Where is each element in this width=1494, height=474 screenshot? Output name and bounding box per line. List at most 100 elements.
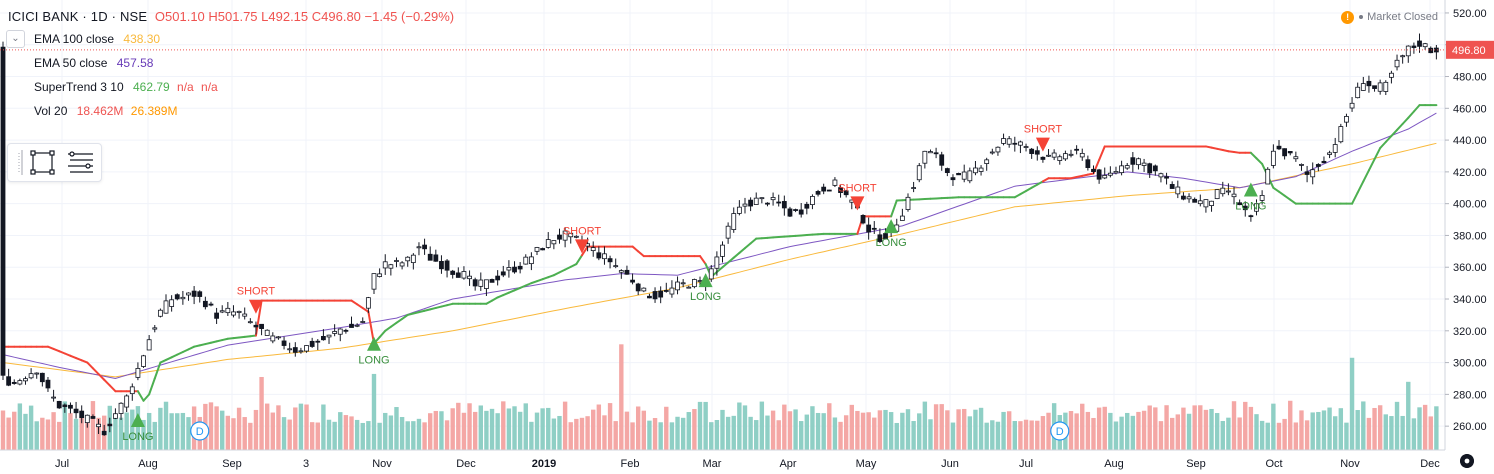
candle-body[interactable] <box>79 410 85 419</box>
candle-body[interactable] <box>759 197 765 200</box>
candle-body[interactable] <box>753 197 759 205</box>
candle-body[interactable] <box>304 345 309 352</box>
text-lines-icon[interactable] <box>68 151 93 173</box>
candle-body[interactable] <box>1265 168 1271 185</box>
candle-body[interactable] <box>28 373 34 379</box>
candle-body[interactable] <box>1085 159 1091 168</box>
candle-body[interactable] <box>630 279 635 283</box>
candle-body[interactable] <box>354 324 360 327</box>
candle-body[interactable] <box>928 151 933 154</box>
candle-body[interactable] <box>343 329 349 332</box>
candle-body[interactable] <box>45 379 51 389</box>
candle-body[interactable] <box>731 213 737 230</box>
candle-body[interactable] <box>663 290 669 292</box>
candle-body[interactable] <box>427 253 433 261</box>
candle-body[interactable] <box>1169 184 1175 189</box>
candle-body[interactable] <box>163 300 169 314</box>
candle-body[interactable] <box>568 232 574 238</box>
indicator-ema50[interactable]: EMA 50 close 457.58 <box>34 56 153 70</box>
candle-body[interactable] <box>1282 148 1288 157</box>
market-status[interactable]: ! Market Closed <box>1341 11 1438 24</box>
long-signal-arrow-icon[interactable] <box>1243 182 1258 197</box>
candle-body[interactable] <box>113 413 118 419</box>
candle-body[interactable] <box>202 300 208 308</box>
candle-body[interactable] <box>1372 85 1377 89</box>
candle-body[interactable] <box>388 264 394 269</box>
candle-body[interactable] <box>843 190 849 196</box>
candle-body[interactable] <box>405 256 411 262</box>
candle-body[interactable] <box>107 423 113 427</box>
candle-body[interactable] <box>332 331 338 334</box>
candle-body[interactable] <box>1113 171 1119 174</box>
price-axis[interactable] <box>1445 0 1494 474</box>
candle-body[interactable] <box>950 177 956 181</box>
candle-body[interactable] <box>1091 168 1096 172</box>
dividend-marker[interactable] <box>1050 421 1070 441</box>
candle-body[interactable] <box>562 230 568 241</box>
candle-body[interactable] <box>68 404 73 409</box>
candle-body[interactable] <box>17 380 23 385</box>
candle-body[interactable] <box>1377 82 1383 92</box>
candle-body[interactable] <box>225 307 231 314</box>
candle-body[interactable] <box>39 372 45 383</box>
candle-body[interactable] <box>1209 200 1214 206</box>
indicator-ema100[interactable]: EMA 100 close 438.30 <box>34 32 160 46</box>
candle-body[interactable] <box>922 150 928 164</box>
candle-body[interactable] <box>1186 196 1192 200</box>
candle-body[interactable] <box>1203 199 1209 208</box>
candle-body[interactable] <box>1259 195 1265 201</box>
candle-body[interactable] <box>905 196 911 210</box>
candle-body[interactable] <box>680 282 686 285</box>
candle-body[interactable] <box>1079 152 1085 158</box>
candle-body[interactable] <box>1389 72 1394 78</box>
candle-body[interactable] <box>1130 157 1136 165</box>
candle-body[interactable] <box>810 196 815 206</box>
candle-body[interactable] <box>1299 164 1304 166</box>
candle-body[interactable] <box>1057 156 1063 161</box>
candle-body[interactable] <box>832 179 838 186</box>
candle-body[interactable] <box>1254 203 1259 212</box>
candle-body[interactable] <box>281 340 287 346</box>
candle-body[interactable] <box>34 372 40 375</box>
candle-body[interactable] <box>455 272 461 278</box>
candle-body[interactable] <box>995 146 1001 153</box>
candle-body[interactable] <box>1062 153 1068 160</box>
collapse-legend-button[interactable]: ⌄ <box>6 30 25 48</box>
candle-body[interactable] <box>989 151 995 154</box>
candle-body[interactable] <box>647 295 652 299</box>
candle-body[interactable] <box>377 273 383 277</box>
candle-body[interactable] <box>944 168 950 174</box>
candle-body[interactable] <box>557 234 562 240</box>
candle-body[interactable] <box>191 290 197 297</box>
candle-body[interactable] <box>748 199 754 207</box>
long-signal-arrow-icon[interactable] <box>130 412 145 427</box>
candle-body[interactable] <box>1428 47 1434 54</box>
candle-body[interactable] <box>939 154 945 166</box>
candle-body[interactable] <box>512 266 517 273</box>
short-signal-arrow-icon[interactable] <box>1035 137 1050 152</box>
candle-body[interactable] <box>1270 150 1276 166</box>
candle-body[interactable] <box>860 215 866 224</box>
candle-body[interactable] <box>1124 165 1130 169</box>
candle-body[interactable] <box>1405 45 1411 57</box>
candle-body[interactable] <box>1012 142 1018 145</box>
candle-body[interactable] <box>1046 154 1051 157</box>
candle-body[interactable] <box>1107 172 1113 176</box>
candle-body[interactable] <box>399 262 405 267</box>
candle-body[interactable] <box>1068 153 1074 156</box>
candle-body[interactable] <box>124 395 130 408</box>
candle-body[interactable] <box>96 423 101 428</box>
candle-body[interactable] <box>973 167 978 174</box>
candle-body[interactable] <box>276 336 281 339</box>
candle-body[interactable] <box>1293 156 1299 160</box>
candle-body[interactable] <box>478 279 484 287</box>
candle-body[interactable] <box>410 254 416 264</box>
candle-body[interactable] <box>500 271 506 276</box>
candle-body[interactable] <box>1192 198 1198 203</box>
candle-body[interactable] <box>264 329 270 336</box>
candle-body[interactable] <box>1001 138 1006 144</box>
candle-body[interactable] <box>73 408 79 414</box>
candle-body[interactable] <box>1242 205 1248 211</box>
candle-body[interactable] <box>1018 141 1023 146</box>
